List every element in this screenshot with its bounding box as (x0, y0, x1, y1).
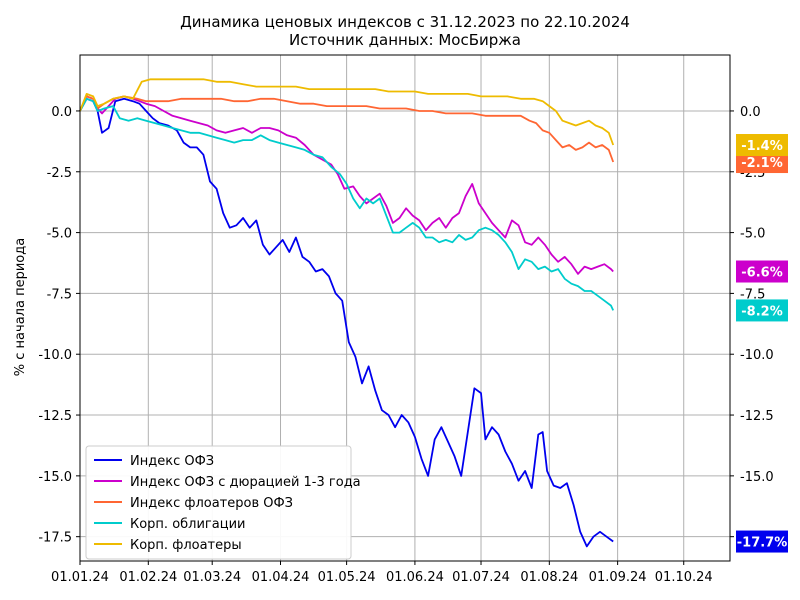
axes: 0.0 0.0-2.5 -2.5-5.0 -5.0-7.5 -7.5-10.0 -10.0… (38, 105, 773, 585)
y-tick-label-right: -10.0 (740, 348, 774, 363)
end-label-box (736, 299, 788, 322)
x-tick-label: 01.08.24 (520, 570, 578, 585)
x-tick-label: 01.09.24 (589, 570, 647, 585)
y-tick-label-right: -15.0 (740, 470, 774, 485)
end-label-text: -17.7% (737, 536, 788, 551)
plot-frame (79, 54, 731, 562)
x-tick-label: 01.10.24 (655, 570, 713, 585)
end-labels: -17.7% -6.6% -2.1% -8.2% -1.4% (736, 134, 788, 553)
end-label-text: -8.2% (741, 304, 782, 319)
y-tick-label-left: -2.5 (47, 166, 72, 181)
y-tick-label-left: -10.0 (38, 348, 72, 363)
series-line (79, 78, 615, 146)
y-tick-label-left: -5.0 (47, 227, 72, 242)
end-label-text: -1.4% (741, 139, 782, 154)
end-label-box (736, 134, 788, 157)
y-tick-label-right: 0.0 (740, 105, 761, 120)
legend-label: Индекс ОФЗ (130, 454, 214, 469)
series-line (79, 97, 615, 311)
legend-label: Индекс ОФЗ с дюрацией 1-3 года (130, 475, 361, 490)
y-tick-label-right: -5.0 (740, 227, 765, 242)
x-tick-label: 01.06.24 (386, 570, 444, 585)
end-label-text: -6.6% (741, 266, 782, 281)
legend-box (85, 445, 352, 560)
series-line (79, 95, 615, 163)
chart-title: Динамика ценовых индексов с 31.12.2023 п… (180, 13, 630, 31)
legend: Индекс ОФЗ Индекс ОФЗ с дюрацией 1-3 года… (85, 445, 361, 560)
y-tick-label-left: -12.5 (38, 409, 72, 424)
x-tick-label: 01.05.24 (318, 570, 376, 585)
series-line (79, 95, 614, 275)
y-tick-label-left: -15.0 (38, 470, 72, 485)
x-tick-label: 01.03.24 (183, 570, 241, 585)
y-tick-label-left: -17.5 (38, 531, 72, 546)
end-label-box (736, 151, 788, 174)
end-label-text: -2.1% (741, 156, 782, 171)
x-tick-label: 01.01.24 (51, 570, 109, 585)
y-tick-label-right: -7.5 (740, 287, 765, 302)
legend-label: Индекс флоатеров ОФЗ (130, 496, 293, 511)
end-label-box (736, 260, 788, 283)
y-tick-label-left: -7.5 (47, 287, 72, 302)
chart-subtitle: Источник данных: МосБиржа (289, 31, 521, 49)
x-tick-label: 01.04.24 (252, 570, 310, 585)
end-label-box (736, 530, 788, 553)
legend-label: Корп. флоатеры (130, 538, 242, 553)
series-layer (79, 78, 615, 548)
legend-label: Корп. облигации (130, 517, 245, 532)
y-axis-label: % с начала периода (13, 238, 28, 376)
x-tick-label: 01.02.24 (119, 570, 177, 585)
y-tick-label-right: -12.5 (740, 409, 774, 424)
y-tick-label-left: 0.0 (51, 105, 72, 120)
x-tick-label: 01.07.24 (452, 570, 510, 585)
